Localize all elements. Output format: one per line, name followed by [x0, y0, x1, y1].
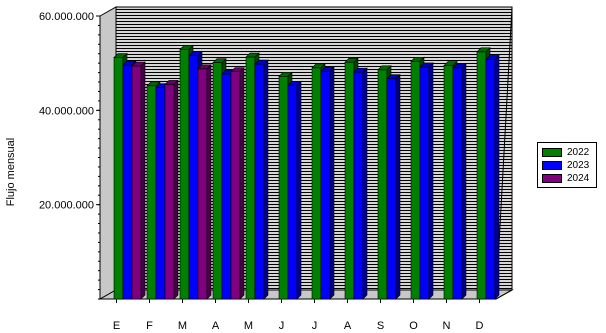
bar-side	[239, 66, 245, 300]
bars-layer	[113, 44, 500, 300]
legend-label: 2022	[567, 147, 590, 158]
bar-front	[254, 63, 265, 300]
bar	[353, 67, 368, 300]
bar-front	[113, 57, 124, 300]
bar-front	[245, 56, 256, 300]
bar-front	[377, 69, 388, 300]
bar-front	[320, 70, 331, 300]
bar-front	[485, 59, 496, 300]
bar-side	[494, 54, 500, 300]
bar	[485, 54, 500, 300]
bar-side	[206, 64, 212, 300]
bar	[230, 66, 245, 300]
x-tick-label: O	[409, 320, 418, 332]
legend-item: 2023	[542, 159, 596, 172]
bar-side	[263, 59, 269, 300]
x-tick-label: A	[212, 320, 220, 332]
bar-front	[311, 67, 322, 300]
bar-side	[461, 63, 467, 300]
x-tick-label: N	[443, 320, 451, 332]
x-tick-label: F	[146, 320, 153, 332]
bar	[320, 66, 335, 300]
bar-side	[329, 66, 335, 300]
bar-front	[476, 51, 487, 300]
legend-swatch	[542, 161, 562, 170]
bar-front	[419, 66, 430, 300]
legend-swatch	[542, 174, 562, 183]
x-tick-label: J	[279, 320, 285, 332]
bar-side	[428, 62, 434, 300]
x-tick-label: M	[244, 320, 253, 332]
x-tick-label: D	[476, 320, 484, 332]
bar-front	[386, 78, 397, 300]
bar-front	[443, 65, 454, 300]
x-tick-label: S	[377, 320, 384, 332]
bar	[131, 61, 146, 300]
bar	[164, 79, 179, 300]
bar-front	[179, 49, 190, 300]
left-wall	[99, 6, 117, 300]
bar-front	[353, 71, 364, 300]
bar-front	[164, 84, 175, 300]
bar-side	[395, 74, 401, 300]
bar-front	[188, 55, 199, 300]
x-tick-label: J	[312, 320, 318, 332]
x-tick-label: E	[113, 320, 120, 332]
legend-item: 2024	[542, 172, 596, 185]
bar-front	[287, 85, 298, 300]
legend: 2022 2023 2024	[537, 142, 597, 188]
legend-label: 2024	[567, 173, 590, 184]
ticks-layer: 20.000.000 40.000.000 60.000.000 E F M A M J J A S O…	[39, 11, 484, 332]
bar	[287, 80, 302, 300]
y-tick-label: 60.000.000	[39, 11, 94, 23]
bar	[197, 64, 212, 300]
bar-side	[173, 79, 179, 300]
bar-front	[155, 87, 166, 300]
bar-front	[197, 68, 208, 300]
bar-front	[131, 65, 142, 300]
bar-side	[362, 67, 368, 300]
bar	[254, 59, 269, 300]
bar-front	[410, 60, 421, 300]
bar-side	[140, 61, 146, 300]
bar-front	[278, 76, 289, 300]
bar-side	[296, 80, 302, 300]
x-tick-label: A	[344, 320, 352, 332]
y-axis-label: Flujo mensual	[5, 138, 17, 206]
bar-front	[230, 71, 241, 300]
y-tick-label: 40.000.000	[39, 105, 94, 117]
legend-item: 2022	[542, 146, 596, 159]
y-tick-label: 20.000.000	[39, 200, 94, 212]
legend-label: 2023	[567, 160, 590, 171]
legend-swatch	[542, 148, 562, 157]
bar-front	[221, 73, 232, 300]
x-tick-label: M	[178, 320, 187, 332]
bar	[452, 63, 467, 300]
bar-front	[122, 64, 133, 300]
bar-front	[344, 61, 355, 300]
bar-front	[452, 67, 463, 300]
bar-front	[212, 62, 223, 300]
bar-front	[146, 85, 157, 300]
bar	[386, 74, 401, 300]
bar	[419, 62, 434, 300]
